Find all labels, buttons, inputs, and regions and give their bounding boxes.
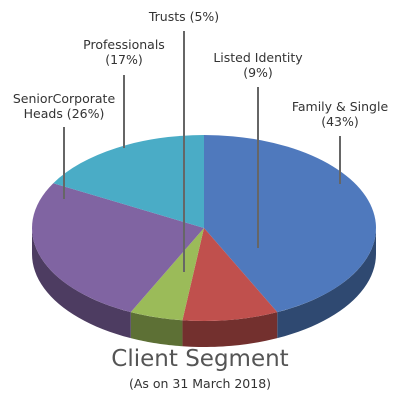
pie-slices	[32, 135, 377, 322]
slice-1	[182, 228, 278, 322]
slice-label-1: Listed Identity (9%)	[213, 50, 303, 80]
leader-lines	[63, 31, 341, 272]
chart-subtitle: (As on 31 March 2018)	[129, 376, 271, 391]
slice-label-4: Professionals (17%)	[83, 37, 165, 67]
slice-label-0: Family & Single (43%)	[292, 99, 389, 129]
slice-label-2: Trusts (5%)	[148, 9, 219, 24]
slice-3	[32, 183, 205, 313]
slice-label-3: SeniorCorporate Heads (26%)	[13, 91, 116, 121]
slice-side-0	[277, 228, 376, 339]
slice-side-1	[182, 312, 278, 347]
slice-4	[53, 135, 204, 228]
pie-sides	[32, 228, 376, 347]
slice-0	[204, 135, 377, 313]
slice-side-3	[32, 228, 131, 339]
slice-2	[130, 228, 204, 321]
slice-labels: Family & Single (43%) Listed Identity (9%) T…	[13, 9, 389, 129]
chart-title: Client Segment	[111, 346, 288, 372]
slice-side-2	[130, 312, 183, 347]
